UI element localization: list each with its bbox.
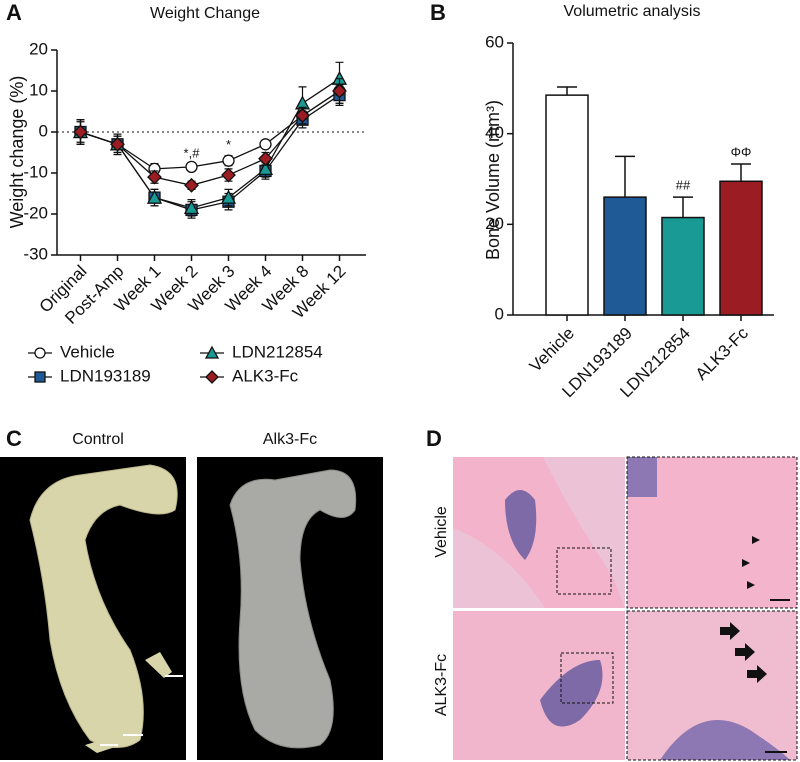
annotation: *: [226, 137, 231, 152]
x-tick-label: ALK3-Fc: [692, 323, 753, 384]
panel-label: C: [6, 426, 22, 451]
point: [34, 371, 46, 383]
point: [295, 108, 310, 124]
point: [183, 199, 200, 214]
point: [222, 154, 235, 167]
legend-label: Vehicle: [60, 342, 115, 361]
panel-c-images: [0, 457, 383, 760]
point: [184, 177, 199, 193]
point: [110, 136, 125, 152]
panel-label: B: [430, 0, 446, 25]
annotation: ##: [676, 178, 691, 193]
image-label: Control: [72, 431, 124, 448]
panel-label: D: [426, 426, 442, 451]
point: [258, 151, 273, 167]
annotation: ΦΦ: [731, 144, 752, 159]
point: [332, 83, 347, 99]
annotation: *,#: [184, 145, 201, 160]
error-bar: [557, 86, 577, 96]
image-label: Alk3-Fc: [263, 431, 317, 448]
panel-label: A: [6, 0, 22, 25]
y-tick-label: 0: [495, 304, 504, 323]
y-tick-label: 10: [29, 80, 48, 99]
legend-label: LDN212854: [232, 342, 323, 361]
y-tick-label: 60: [485, 32, 504, 51]
series-line: [80, 78, 340, 209]
bar: [661, 216, 705, 316]
row-label: ALK3-Fc: [433, 654, 450, 716]
bar: [545, 94, 589, 316]
legend-label: ALK3-Fc: [232, 366, 299, 385]
row-label: Vehicle: [433, 506, 450, 558]
bar: [603, 196, 647, 316]
chart-title: Volumetric analysis: [564, 3, 701, 20]
point: [220, 189, 237, 204]
point: [73, 124, 88, 140]
point: [146, 189, 163, 204]
bar: [719, 180, 763, 316]
y-tick-label: 20: [29, 39, 48, 58]
point: [257, 161, 274, 176]
legend-label: LDN193189: [60, 366, 151, 385]
y-tick-label: -20: [23, 203, 48, 222]
point: [185, 160, 198, 174]
y-tick-label: 0: [39, 121, 48, 140]
y-axis-label: Weight change (%): [7, 76, 27, 229]
error-bar: [731, 163, 751, 182]
point: [147, 169, 162, 185]
y-tick-label: -10: [23, 162, 48, 181]
y-tick-label: 40: [485, 123, 504, 142]
error-bar: [673, 196, 693, 218]
point: [34, 347, 46, 359]
point: [221, 167, 236, 183]
y-tick-label: 20: [485, 214, 504, 233]
panel-d-images: [453, 456, 798, 761]
y-tick-label: -30: [23, 244, 48, 263]
error-bar: [615, 155, 635, 198]
point: [259, 138, 272, 151]
y-axis-label: Bone Volume (mm³): [483, 100, 503, 260]
point: [204, 345, 220, 359]
x-tick-label: Vehicle: [526, 324, 578, 376]
point: [205, 370, 219, 384]
chart-title: Weight Change: [150, 5, 260, 22]
